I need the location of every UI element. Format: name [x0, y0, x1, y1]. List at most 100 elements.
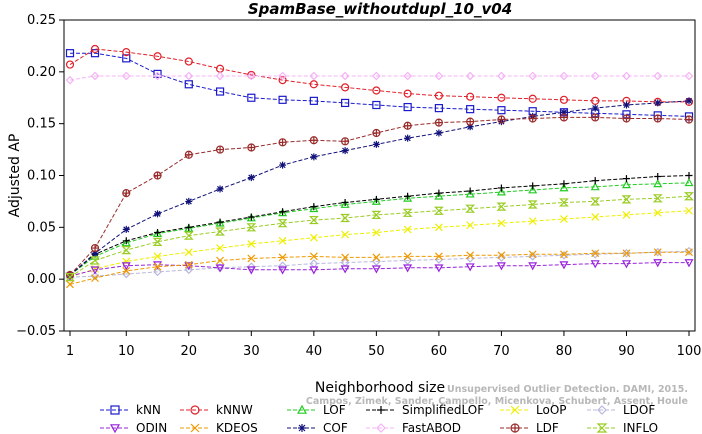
data-point [434, 71, 444, 81]
data-point [653, 259, 663, 268]
data-point [309, 71, 319, 81]
data-point [216, 185, 224, 193]
series-line [69, 262, 689, 277]
data-point [122, 54, 131, 63]
data-point [528, 252, 538, 261]
data-point [497, 251, 506, 260]
y-axis-label: Adjusted AP [7, 134, 23, 218]
data-point [559, 198, 569, 207]
data-point [653, 114, 662, 123]
data-point [247, 254, 256, 263]
data-point [184, 71, 194, 81]
data-point [310, 203, 318, 211]
data-point [591, 96, 600, 105]
data-point [122, 237, 130, 245]
data-point [247, 143, 256, 152]
data-point [278, 71, 287, 81]
data-point [153, 262, 162, 271]
data-point [434, 191, 444, 200]
marker-cross [560, 113, 568, 121]
data-point [185, 197, 193, 205]
legend-item: kNN [100, 403, 161, 417]
data-point [403, 264, 413, 273]
data-point [122, 48, 131, 57]
marker-cross [529, 114, 537, 122]
data-point [298, 424, 306, 432]
data-point [560, 180, 568, 188]
marker-cross [341, 137, 349, 145]
data-point [372, 140, 380, 148]
data-point [372, 71, 381, 81]
legend-label: KDEOS [216, 421, 258, 434]
data-point [591, 249, 600, 258]
data-point [372, 195, 380, 203]
data-point [652, 194, 663, 203]
data-point [216, 244, 224, 252]
series-odin [65, 259, 694, 281]
data-point [434, 264, 444, 273]
data-point [278, 261, 287, 271]
data-point [591, 104, 599, 112]
legend-label: kNN [136, 403, 161, 417]
legend-item: LOF [287, 403, 346, 417]
data-point [190, 405, 200, 415]
x-axis: 1 10 20 30 40 50 60 70 80 90 100 [66, 331, 701, 359]
data-point [684, 115, 694, 124]
plot-frame [63, 19, 696, 332]
data-point [496, 202, 507, 211]
data-point [153, 252, 162, 261]
data-point [591, 113, 600, 122]
data-point [528, 114, 537, 123]
data-point [654, 99, 662, 107]
marker-cross [91, 244, 99, 252]
data-point [184, 260, 193, 269]
data-point [590, 182, 600, 191]
data-point [309, 266, 319, 275]
x-tick-label: 20 [181, 344, 198, 359]
legend-item: LoOP [500, 403, 567, 417]
series-ldf [65, 113, 694, 280]
marker-cross [216, 146, 224, 154]
marker-cross [685, 116, 693, 124]
data-point [497, 219, 506, 228]
data-point [560, 108, 568, 116]
legend-label: LoOP [536, 403, 567, 417]
data-point [560, 250, 568, 259]
data-point [309, 136, 318, 145]
data-point [371, 196, 381, 205]
marker-cross [185, 151, 193, 159]
data-point [622, 101, 630, 109]
data-point [153, 71, 162, 81]
data-point [653, 247, 663, 257]
data-point [404, 134, 412, 142]
data-point [91, 249, 99, 257]
data-point [340, 71, 350, 81]
data-point [529, 182, 537, 190]
data-point [122, 189, 131, 198]
data-point [528, 262, 538, 271]
data-point [527, 200, 538, 209]
y-axis: −0.05 0.00 0.05 0.10 0.15 0.20 0.25 [16, 13, 64, 339]
data-point [434, 252, 443, 261]
data-point [622, 175, 630, 183]
data-point [121, 262, 131, 271]
series-line [69, 48, 689, 103]
data-point [247, 213, 255, 221]
data-point [121, 71, 131, 81]
data-point [341, 198, 349, 206]
data-point [622, 114, 631, 123]
data-point [90, 71, 100, 81]
data-point [376, 423, 386, 433]
data-point [122, 266, 131, 275]
data-point [528, 217, 537, 226]
legend-label: LDF [536, 421, 559, 434]
data-point [309, 252, 318, 261]
data-point [215, 71, 225, 81]
legend-label: COF [323, 421, 348, 434]
data-point [403, 252, 412, 261]
series-line [69, 210, 690, 278]
y-tick-label: 0.05 [27, 220, 56, 235]
data-point [371, 265, 381, 274]
data-point [371, 210, 382, 219]
data-point [309, 233, 318, 242]
